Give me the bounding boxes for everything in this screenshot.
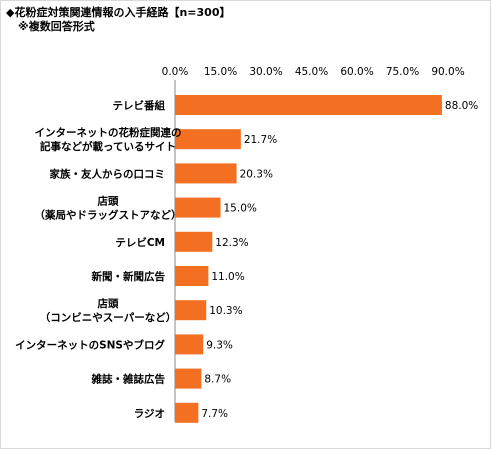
chart-title: ◆花粉症対策関連情報の入手経路【n=300】 — [6, 6, 231, 19]
bar — [175, 334, 204, 355]
category-label: （薬局やドラッグストアなど） — [35, 209, 182, 222]
bar — [175, 95, 442, 115]
chart-subtitle: ※複数回答形式 — [18, 20, 95, 33]
bar — [175, 197, 221, 218]
x-tick-label: 0.0% — [162, 66, 189, 78]
bar-value-label: 20.3% — [240, 168, 273, 180]
category-label: インターネットのSNSやブログ — [15, 338, 165, 351]
bar-value-label: 21.7% — [244, 134, 277, 146]
bar-value-label: 88.0% — [445, 100, 478, 112]
category-label: 店頭 — [97, 297, 119, 310]
category-label: 店頭 — [97, 195, 119, 208]
category-label: 新聞・新聞広告 — [92, 270, 166, 283]
category-label: ラジオ — [134, 408, 165, 420]
bar-value-label: 15.0% — [224, 203, 257, 215]
bar — [175, 129, 241, 150]
bar — [175, 300, 207, 321]
category-label: （コンビニやスーパーなど） — [40, 311, 176, 324]
bar-value-label: 9.3% — [206, 339, 233, 351]
x-tick-label: 90.0% — [431, 66, 464, 78]
bar-value-label: 12.3% — [215, 237, 248, 249]
category-label: テレビCM — [115, 236, 165, 249]
bar-value-label: 11.0% — [211, 271, 244, 283]
bar — [175, 266, 209, 286]
x-tick-label: 15.0% — [204, 66, 237, 78]
bar-value-label: 7.7% — [201, 408, 228, 420]
bar-value-label: 10.3% — [209, 305, 242, 317]
x-tick-label: 60.0% — [340, 66, 373, 78]
x-tick-label: 30.0% — [249, 66, 282, 78]
category-label: 家族・友人からの口コミ — [50, 167, 166, 180]
bar-value-label: 8.7% — [204, 374, 231, 386]
category-label: テレビ番組 — [113, 99, 166, 112]
bar — [175, 231, 213, 252]
category-label: インターネットの花粉症関連の — [35, 126, 182, 139]
category-label: 雑誌・雑誌広告 — [91, 373, 166, 386]
category-label: 記事などが載っているサイト — [40, 140, 176, 153]
x-tick-label: 75.0% — [386, 66, 419, 78]
x-tick-label: 45.0% — [295, 66, 328, 78]
bar — [175, 368, 202, 389]
bar — [175, 402, 199, 423]
bar — [175, 163, 237, 184]
